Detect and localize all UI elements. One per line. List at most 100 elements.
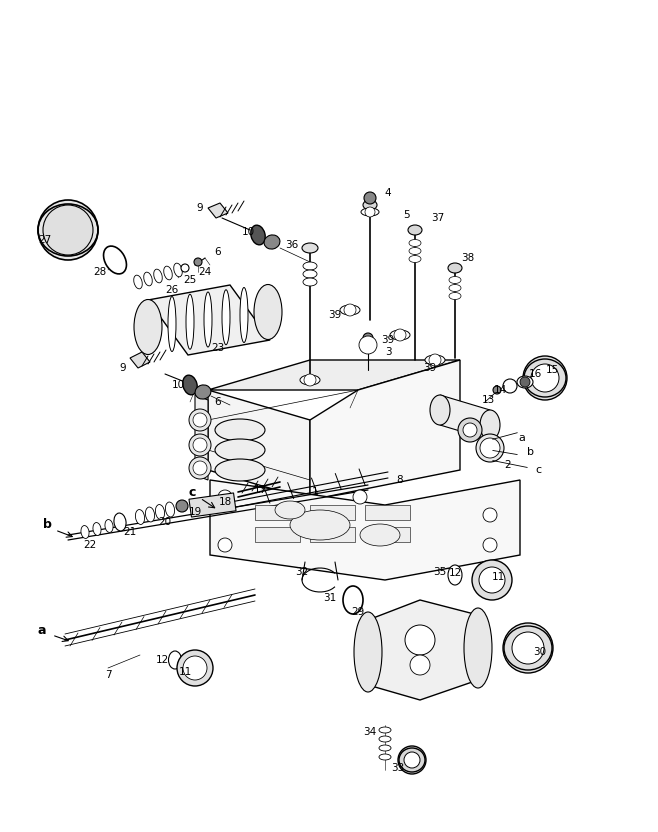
Ellipse shape	[174, 263, 182, 277]
Text: 3: 3	[385, 347, 392, 357]
Ellipse shape	[448, 565, 462, 585]
Circle shape	[344, 304, 356, 316]
Ellipse shape	[363, 200, 377, 210]
Polygon shape	[210, 480, 520, 580]
Ellipse shape	[189, 409, 211, 431]
Polygon shape	[440, 395, 490, 440]
Circle shape	[531, 364, 559, 392]
Text: 28: 28	[93, 267, 107, 277]
Text: 6: 6	[215, 247, 221, 257]
Ellipse shape	[480, 410, 500, 440]
Text: 10: 10	[172, 380, 184, 390]
Ellipse shape	[181, 264, 189, 272]
Ellipse shape	[183, 375, 197, 395]
Ellipse shape	[134, 275, 142, 289]
Ellipse shape	[93, 522, 101, 536]
Ellipse shape	[425, 355, 445, 365]
Text: 31: 31	[323, 593, 337, 603]
Text: 26: 26	[165, 285, 178, 295]
Text: 34: 34	[363, 727, 376, 737]
Ellipse shape	[189, 434, 211, 456]
Circle shape	[523, 356, 567, 400]
Ellipse shape	[448, 263, 462, 273]
Circle shape	[193, 438, 207, 452]
Ellipse shape	[379, 754, 391, 760]
Bar	[365, 505, 410, 520]
Ellipse shape	[222, 290, 230, 344]
Circle shape	[503, 379, 517, 393]
Polygon shape	[310, 360, 460, 500]
Text: 38: 38	[461, 253, 474, 263]
Circle shape	[472, 560, 512, 600]
Text: 18: 18	[218, 497, 232, 507]
Text: 11: 11	[492, 572, 505, 582]
Circle shape	[183, 656, 207, 680]
Circle shape	[410, 655, 430, 675]
Text: 37: 37	[432, 213, 445, 223]
Text: 27: 27	[38, 235, 51, 245]
Polygon shape	[208, 203, 228, 218]
Text: 32: 32	[295, 567, 309, 577]
Circle shape	[46, 208, 90, 252]
Bar	[365, 527, 410, 542]
Ellipse shape	[275, 501, 305, 519]
Polygon shape	[368, 600, 478, 700]
Circle shape	[503, 623, 553, 673]
Ellipse shape	[165, 502, 174, 517]
Text: a: a	[38, 623, 46, 636]
Ellipse shape	[343, 586, 363, 614]
Circle shape	[480, 438, 500, 458]
Ellipse shape	[476, 434, 504, 462]
Ellipse shape	[81, 526, 89, 538]
Text: 23: 23	[211, 343, 224, 353]
Ellipse shape	[105, 519, 113, 532]
Ellipse shape	[251, 225, 265, 245]
Text: 21: 21	[124, 527, 137, 537]
Circle shape	[38, 200, 98, 260]
Circle shape	[483, 538, 497, 552]
Ellipse shape	[379, 727, 391, 733]
Text: 16: 16	[528, 369, 542, 379]
Text: 39: 39	[423, 363, 437, 373]
Circle shape	[177, 650, 213, 686]
Ellipse shape	[254, 285, 282, 339]
Circle shape	[458, 418, 482, 442]
Circle shape	[365, 207, 375, 217]
Text: 25: 25	[184, 275, 197, 285]
Text: 24: 24	[198, 267, 212, 277]
Ellipse shape	[134, 300, 162, 354]
Text: b: b	[526, 447, 534, 457]
Polygon shape	[130, 352, 150, 368]
Ellipse shape	[340, 305, 360, 315]
Ellipse shape	[300, 375, 320, 385]
Ellipse shape	[390, 330, 410, 340]
Text: 17: 17	[253, 485, 266, 495]
Text: 5: 5	[403, 210, 409, 220]
Text: 8: 8	[397, 475, 403, 485]
Ellipse shape	[449, 293, 461, 300]
Ellipse shape	[449, 276, 461, 284]
Circle shape	[359, 336, 377, 354]
Circle shape	[479, 567, 505, 593]
Ellipse shape	[215, 439, 265, 461]
Text: 15: 15	[545, 365, 559, 375]
Circle shape	[364, 192, 376, 204]
Ellipse shape	[136, 509, 145, 524]
Ellipse shape	[379, 745, 391, 751]
Bar	[189, 493, 236, 517]
Text: 14: 14	[494, 385, 507, 395]
Circle shape	[398, 746, 426, 774]
Ellipse shape	[303, 278, 317, 286]
Ellipse shape	[103, 246, 126, 274]
Ellipse shape	[360, 524, 400, 546]
Text: 11: 11	[178, 667, 191, 677]
Text: 29: 29	[351, 607, 365, 617]
Polygon shape	[208, 390, 310, 500]
Ellipse shape	[464, 608, 492, 688]
Text: 6: 6	[215, 397, 221, 407]
Ellipse shape	[168, 296, 176, 351]
Circle shape	[218, 538, 232, 552]
Ellipse shape	[408, 225, 422, 235]
Text: 12: 12	[448, 568, 462, 578]
Text: 36: 36	[286, 240, 299, 250]
